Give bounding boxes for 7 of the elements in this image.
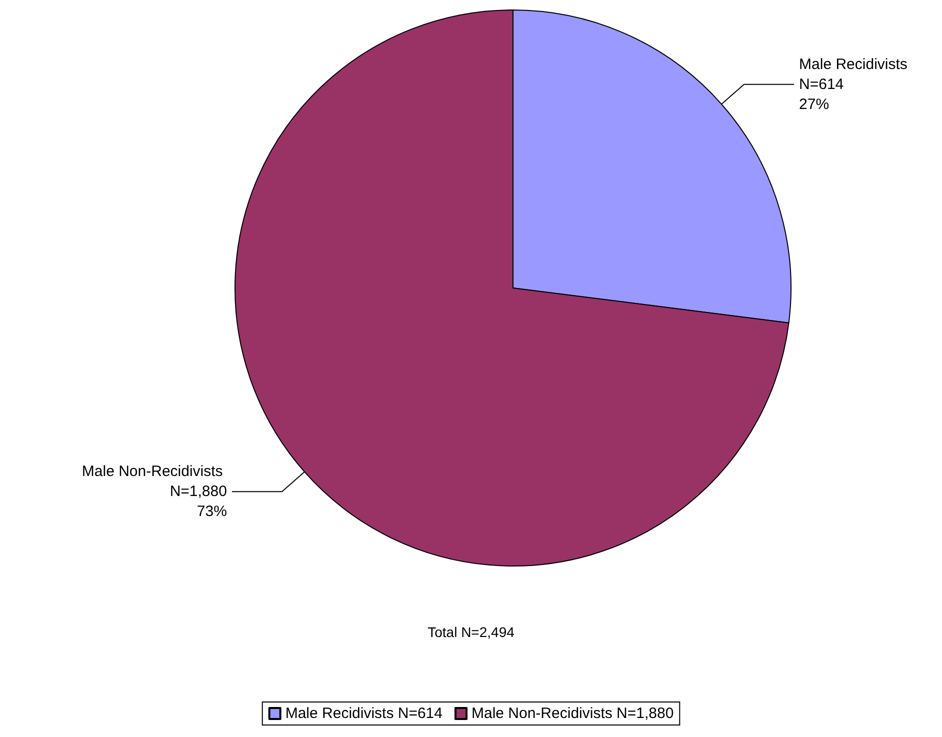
data-label: 27% bbox=[799, 96, 830, 113]
data-label: 73% bbox=[196, 503, 227, 520]
legend-label: Male Recidivists N=614 bbox=[285, 705, 442, 722]
slice-label: Male Non-Recidivists N=1,880 bbox=[82, 463, 227, 500]
legend-label: Male Non-Recidivists N=1,880 bbox=[471, 705, 674, 722]
text: Total N=2,494 bbox=[428, 624, 515, 640]
slice-label: Male Recidivists N=614 bbox=[799, 56, 912, 93]
